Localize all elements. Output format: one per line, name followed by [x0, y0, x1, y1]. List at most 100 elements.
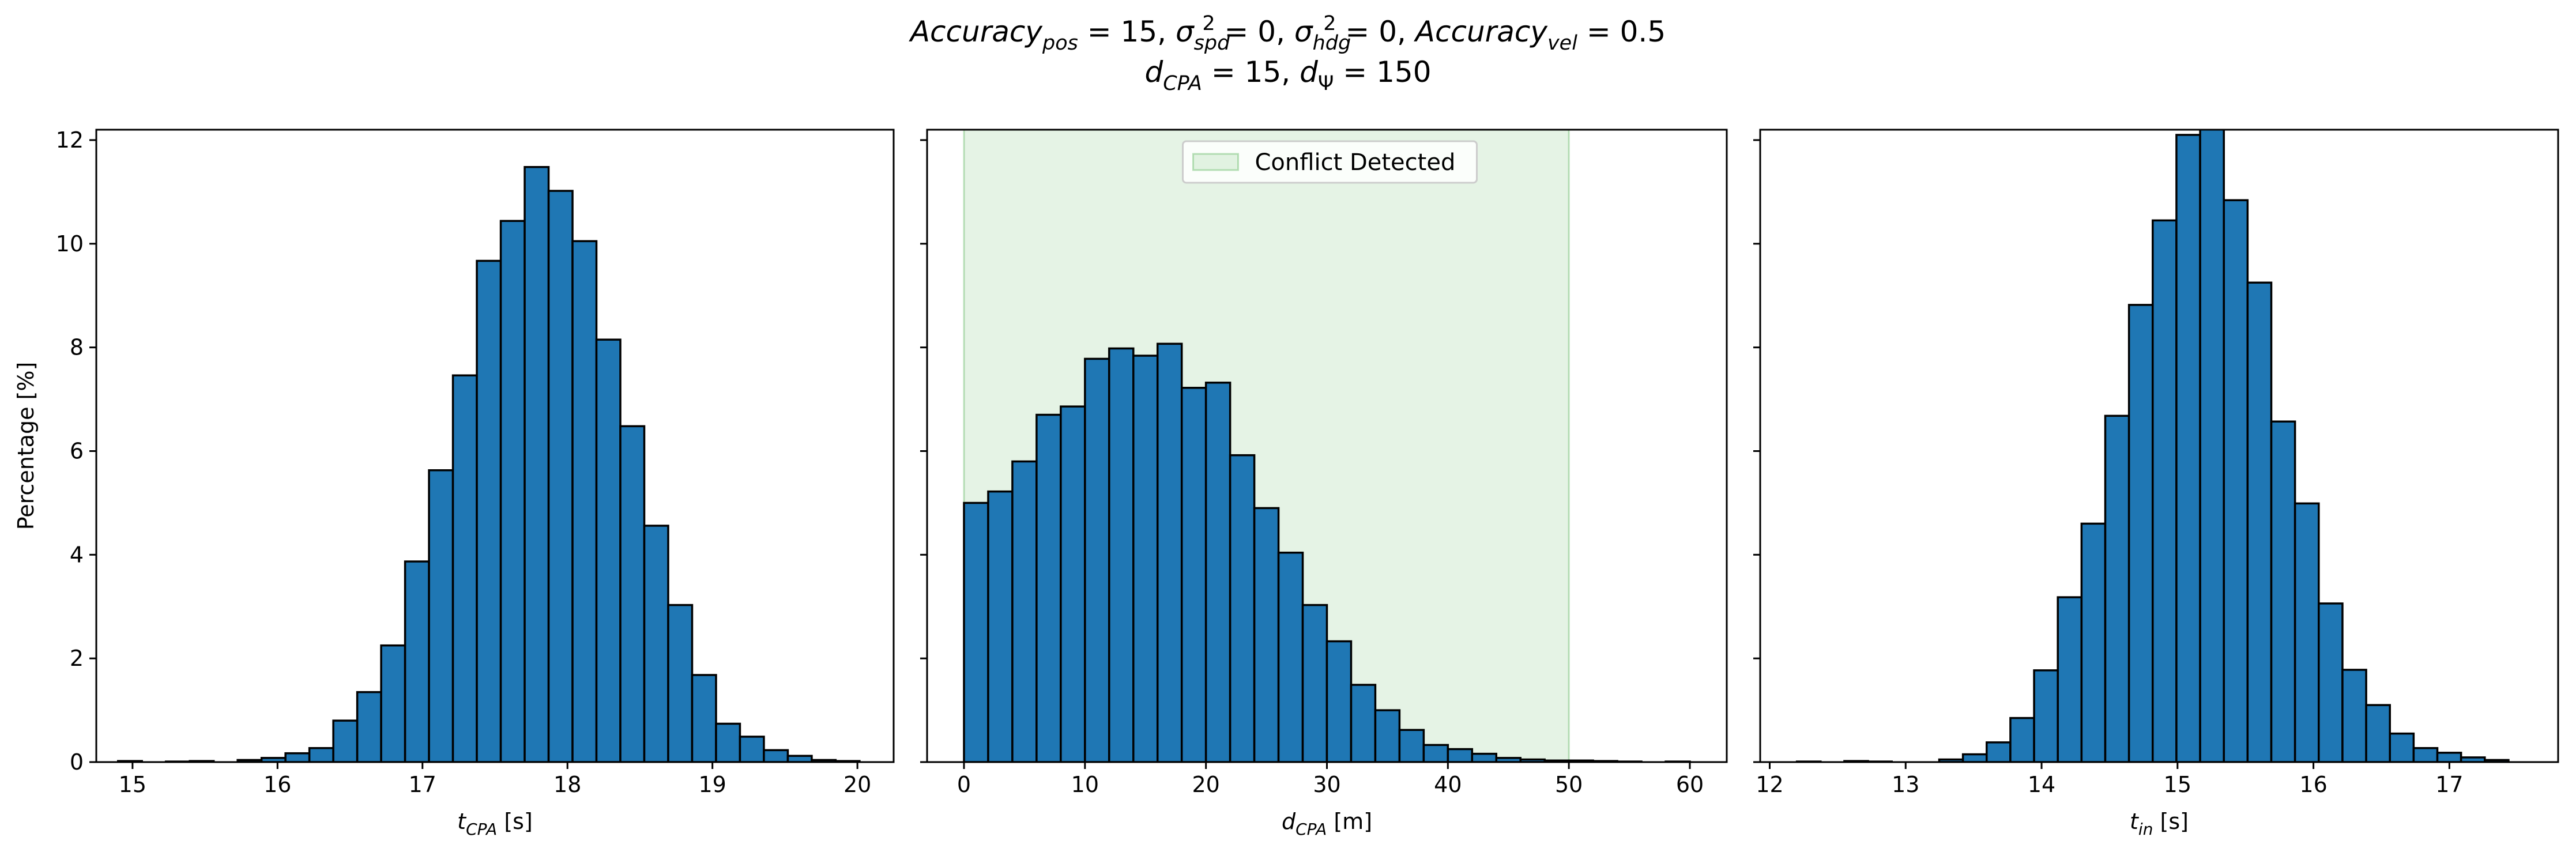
histogram-bar: [1301, 604, 1328, 762]
histogram-bar: [786, 755, 813, 762]
histogram-bar: [547, 190, 574, 762]
y-tick-label: 6: [70, 438, 84, 463]
histogram-bar: [2270, 420, 2296, 762]
histogram-bar: [1325, 640, 1353, 762]
title-part: Accuracy: [1414, 15, 1549, 48]
histogram-bar: [763, 749, 789, 762]
histogram-bar: [1350, 684, 1377, 762]
x-axis-label: dCPA [m]: [1282, 809, 1372, 839]
histogram-panel-dcpa: 0 10 20 30 40 50 60 dCPA [m] Conflict Detected: [920, 129, 1728, 839]
histogram-bar: [1035, 413, 1062, 762]
x-tick-label: 10: [1071, 772, 1099, 797]
title-part: CPA: [1163, 72, 1202, 95]
histogram-bar: [1180, 387, 1207, 762]
histogram-bar: [2199, 130, 2225, 762]
histogram-bar: [499, 220, 526, 762]
histogram-panel-tin: 12 13 14 15 16 17 tin [s]: [1753, 129, 2559, 839]
histogram-bar: [2104, 414, 2130, 762]
histogram-panel-tcpa: 15 16 17 18 19 20 0 2 4 6 8 10 12 tCPA [s] Percentage …: [13, 127, 895, 839]
title-part: = 0,: [1336, 15, 1415, 48]
histogram-bar: [2175, 134, 2201, 762]
y-tick-label: 2: [70, 646, 84, 671]
histogram-bar: [2341, 669, 2367, 762]
histogram-bar: [2436, 752, 2462, 762]
histogram-bar: [1132, 355, 1159, 762]
histogram-bar: [715, 722, 741, 762]
histogram-bar: [2484, 759, 2510, 762]
x-tick-label: 15: [119, 772, 146, 797]
title-part: d: [1300, 55, 1318, 89]
x-tick-label: 13: [1892, 772, 1919, 797]
title-part: Ψ: [1318, 72, 1334, 95]
y-tick-label: 4: [70, 542, 84, 567]
title-part: Accuracy: [909, 15, 1044, 48]
histogram-bar: [332, 719, 359, 762]
chart-title-line-1: Accuracypos = 15, σspd2 = 0, σhdg2 = 0, …: [909, 12, 1666, 55]
title-part: = 0,: [1215, 15, 1294, 48]
histogram-bar: [2365, 704, 2391, 762]
x-tick-label: 20: [843, 772, 871, 797]
histogram-bar: [1277, 551, 1304, 762]
title-part: 2: [1202, 12, 1215, 35]
x-axis-label: tin [s]: [2130, 809, 2189, 839]
legend-swatch: [1192, 153, 1239, 171]
histogram-bar: [739, 736, 765, 762]
title-part: σ: [1294, 15, 1313, 48]
x-tick-label: 60: [1676, 772, 1704, 797]
x-tick-label: 17: [409, 772, 436, 797]
title-part: = 15,: [1078, 15, 1176, 48]
axes-frame: [95, 129, 895, 763]
x-tick-label: 14: [2028, 772, 2055, 797]
histogram-bar: [2293, 502, 2320, 762]
histogram-bar: [1204, 382, 1231, 762]
histogram-bar: [1447, 748, 1474, 762]
histogram-bar: [1986, 741, 2012, 762]
x-tick-label: 20: [1192, 772, 1219, 797]
histogram-bar: [2223, 199, 2249, 762]
histogram-bar: [595, 338, 622, 762]
histogram-bar: [1398, 729, 1425, 762]
x-tick-label: 15: [2164, 772, 2191, 797]
histogram-bar: [667, 604, 694, 762]
histogram-bar: [1084, 357, 1110, 762]
x-tick-label: 50: [1555, 772, 1583, 797]
histogram-bar: [691, 674, 717, 762]
x-tick-label: 19: [699, 772, 726, 797]
histogram-bar: [2412, 747, 2439, 762]
title-part: 2: [1323, 12, 1336, 35]
histogram-bar: [1374, 709, 1401, 762]
axes-frame: [1759, 129, 2559, 763]
histogram-bar: [2127, 304, 2154, 762]
histogram-bar: [404, 560, 430, 762]
histogram-bar: [1011, 460, 1038, 762]
histogram-bar: [643, 525, 669, 762]
y-tick-label: 8: [70, 335, 84, 360]
histogram-bar: [2033, 669, 2059, 762]
x-tick-label: 16: [263, 772, 291, 797]
histogram-bar: [2080, 522, 2107, 762]
title-part: = 0.5: [1577, 15, 1666, 48]
histogram-bar: [1156, 342, 1183, 762]
histogram-bar: [1253, 507, 1280, 762]
histogram-bar: [2389, 732, 2415, 762]
histogram-bar: [2152, 219, 2178, 762]
histogram-bar: [1060, 405, 1086, 762]
x-tick-label: 17: [2435, 772, 2463, 797]
histogram-bar: [2246, 281, 2273, 762]
x-tick-label: 12: [1756, 772, 1783, 797]
x-tick-label: 18: [553, 772, 581, 797]
title-part: hdg: [1313, 32, 1351, 55]
title-part: = 150: [1334, 55, 1431, 89]
x-tick-label: 30: [1313, 772, 1340, 797]
histogram-bar: [1108, 347, 1135, 762]
title-part: vel: [1547, 32, 1577, 55]
histogram-bar: [284, 752, 311, 762]
bars: [1795, 130, 2510, 762]
title-part: spd: [1194, 32, 1230, 55]
y-axis-label: Percentage [%]: [13, 362, 39, 530]
x-tick-label: 16: [2299, 772, 2327, 797]
histogram-bar: [428, 469, 454, 762]
histogram-bar: [1422, 744, 1449, 762]
histogram-bar: [1229, 454, 1256, 762]
title-part: d: [1144, 55, 1163, 89]
